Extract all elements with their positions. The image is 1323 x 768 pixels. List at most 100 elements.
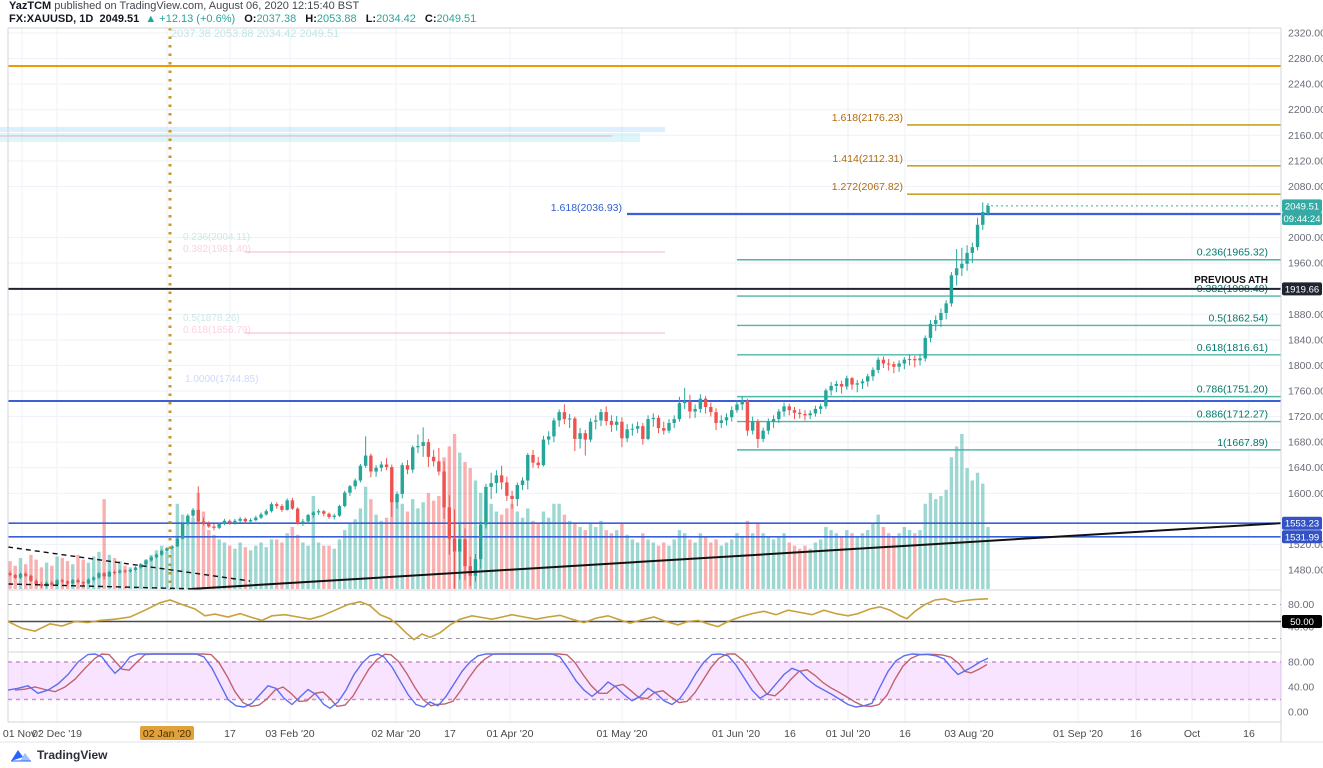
close-label: C: (424, 13, 437, 25)
date-highlight (140, 726, 194, 740)
price-axis-label: 1720.00 (1288, 411, 1323, 423)
time-axis-label: 16 (784, 728, 796, 740)
faded-zone (0, 133, 640, 142)
price-badge[interactable]: 1919.66 (1282, 282, 1322, 296)
time-axis-label: 02 Jan '20 (143, 728, 191, 740)
symbol-line: FX:XAUUSD, 1D 2049.51 ▲ +12.13 (+0.6%) O… (9, 13, 1323, 26)
price-axis-label: 2120.00 (1288, 155, 1323, 167)
stoch-axis-label: 0.00 (1288, 707, 1309, 719)
time-axis-label: 01 Sep '20 (1053, 728, 1103, 740)
svg-text:09:44:24: 09:44:24 (1284, 214, 1321, 225)
fib-extension-gold[interactable]: 1.618(2176.23) 1.414(2112.31) 1.272(2067.8… (832, 112, 1281, 196)
ghost-ohlc-text: 2037.38 2053.88 2034.42 2049.51 (171, 28, 339, 40)
time-axis-label: 16 (899, 728, 911, 740)
svg-text:1919.66: 1919.66 (1285, 284, 1319, 295)
fib-level-label: 0.786(1751.20) (1197, 384, 1268, 396)
publish-info: published on TradingView.com, August 06,… (51, 0, 360, 12)
price-axis-label: 1760.00 (1288, 386, 1323, 398)
price-badge[interactable]: 2049.51 (1282, 199, 1322, 213)
faded-fib-label: 1.0000(1744.85) (185, 374, 258, 385)
svg-text:1531.99: 1531.99 (1285, 532, 1319, 543)
faded-fib-label: 0.382(1981.40) (183, 244, 251, 255)
time-axis-label: 17 (444, 728, 456, 740)
time-axis-label: Oct (1184, 728, 1200, 740)
time-axis-label: 03 Feb '20 (265, 728, 314, 740)
price-axis-label: 2320.00 (1288, 28, 1323, 40)
price-axis-label: 1680.00 (1288, 437, 1323, 449)
tradingview-mountain-icon (11, 750, 31, 762)
price-axis-label: 1480.00 (1288, 565, 1323, 577)
price-axis-label: 1600.00 (1288, 488, 1323, 500)
candlestick-series (8, 202, 990, 589)
fib-level-label: 0.618(1816.61) (1197, 342, 1268, 354)
author-name: YazTCM (9, 0, 52, 12)
time-axis-label: 16 (1130, 728, 1142, 740)
chart-header: YazTCM published on TradingView.com, Aug… (0, 0, 1323, 27)
stochastic-panel (7, 653, 1281, 710)
time-axis-label: 17 (224, 728, 236, 740)
rsi-axis-label: 80.00 (1288, 599, 1314, 611)
svg-text:1553.23: 1553.23 (1285, 519, 1319, 530)
time-axis[interactable]: 01 Nov '02 Dec '19 02 Jan '20 17 03 Feb '20… (3, 726, 1255, 740)
ascending-trendline[interactable] (191, 522, 1282, 590)
countdown-badge[interactable]: 09:44:24 (1282, 212, 1322, 225)
price-badge[interactable]: 1531.99 (1282, 530, 1322, 544)
price-axis[interactable]: 2320.00 2280.00 2240.00 2200.00 2160.00 2120.… (1288, 28, 1323, 719)
fib-level-label: 0.886(1712.27) (1197, 409, 1268, 421)
svg-text:2049.51: 2049.51 (1285, 201, 1319, 212)
price-axis-label: 1960.00 (1288, 258, 1323, 270)
stoch-band (8, 662, 1281, 700)
price-axis-label: 2080.00 (1288, 181, 1323, 193)
price-axis-label: 2240.00 (1288, 79, 1323, 91)
stoch-axis-label: 40.00 (1288, 682, 1314, 694)
low-value: 2034.42 (376, 13, 416, 25)
rsi-panel (7, 597, 1281, 641)
fib-ext-blue-label: 1.618(2036.93) (551, 202, 622, 214)
fib-level-label: 0.5(1862.54) (1208, 312, 1268, 324)
dashed-trendline[interactable] (7, 583, 199, 590)
rsi-50-badge[interactable]: 50.00 (1282, 615, 1322, 628)
svg-text:50.00: 50.00 (1290, 617, 1314, 628)
fib-level-label: 1(1667.89) (1217, 437, 1268, 449)
faded-fib-label: 0.236(2004.11) (183, 232, 250, 243)
close-value: 2049.51 (436, 13, 477, 25)
price-axis-label: 1800.00 (1288, 360, 1323, 372)
last-price: 2049.51 (99, 13, 140, 25)
previous-ath-label: PREVIOUS ATH (1194, 275, 1268, 286)
tradingview-logo[interactable]: TradingView (10, 747, 107, 762)
fib-ext-label: 1.618(2176.23) (832, 112, 903, 124)
price-axis-label: 1640.00 (1288, 462, 1323, 474)
time-axis-label: 02 Mar '20 (371, 728, 420, 740)
price-axis-label: 1840.00 (1288, 334, 1323, 346)
fib-retracement[interactable]: 0.236(1965.32)0.382(1908.48)0.5(1862.54)… (737, 247, 1281, 451)
price-badge[interactable]: 1553.23 (1282, 516, 1322, 530)
price-change: ▲ +12.13 (+0.6%) (145, 13, 236, 25)
low-label: L: (365, 13, 377, 25)
symbol-name[interactable]: FX:XAUUSD, 1D (9, 13, 94, 25)
faded-fib-label: 0.5(1878.26) (183, 313, 240, 324)
stoch-k-line (7, 653, 989, 710)
time-axis-label: 01 Nov ' (3, 728, 41, 740)
fib-ext-label: 1.272(2067.82) (832, 181, 903, 193)
time-axis-label: 01 May '20 (596, 728, 647, 740)
tradingview-logo-text: TradingView (37, 747, 108, 762)
price-axis-label: 2160.00 (1288, 130, 1323, 142)
faded-annotations: 0.236(2004.11)0.382(1981.40) 0.5(1878.26)… (0, 127, 665, 385)
open-label: O: (244, 13, 257, 25)
faded-zone (0, 127, 665, 132)
time-axis-label: 02 Dec '19 (32, 728, 82, 740)
dashed-trendline[interactable] (7, 546, 251, 582)
rsi-line (7, 597, 989, 641)
fib-level-label: 0.236(1965.32) (1197, 247, 1268, 259)
open-value: 2037.38 (256, 13, 297, 25)
price-axis-label: 2000.00 (1288, 232, 1323, 244)
price-axis-label: 1880.00 (1288, 309, 1323, 321)
gridlines (8, 28, 1281, 722)
stoch-axis-label: 80.00 (1288, 657, 1314, 669)
time-axis-label: 16 (1243, 728, 1255, 740)
publish-line: YazTCM published on TradingView.com, Aug… (9, 0, 1323, 13)
time-axis-label: 01 Jul '20 (826, 728, 871, 740)
fib-ext-label: 1.414(2112.31) (833, 153, 903, 165)
